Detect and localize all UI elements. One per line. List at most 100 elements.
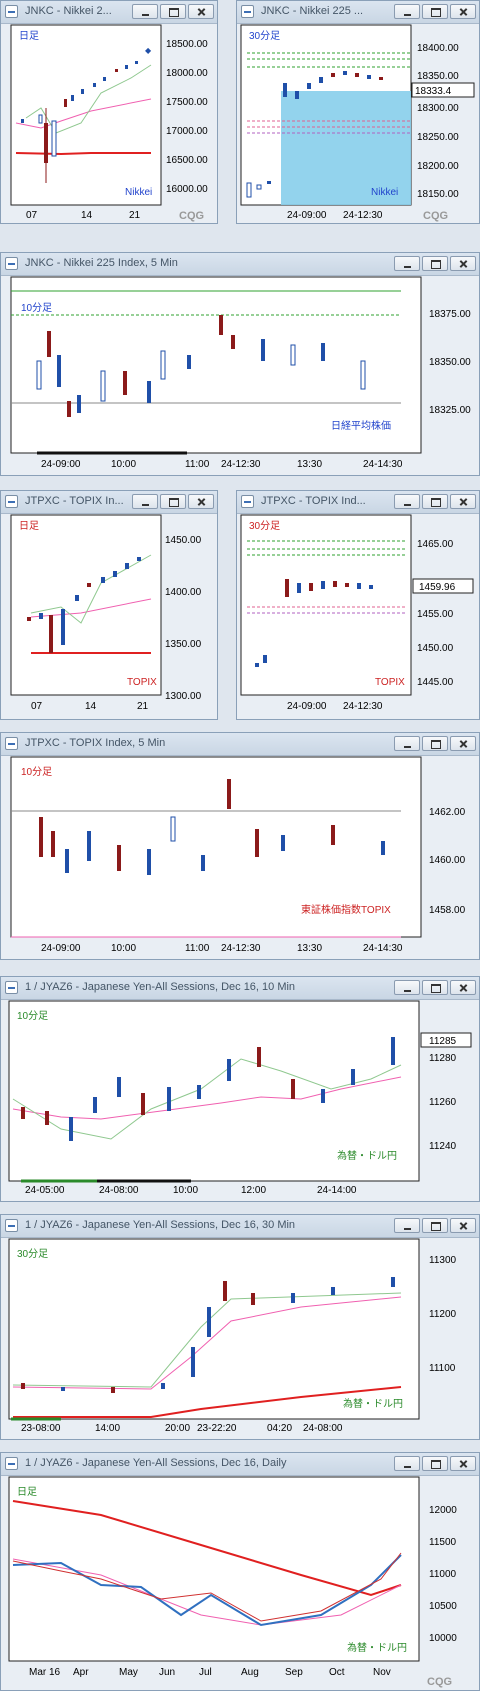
last-price: 18333.4 [415, 86, 452, 97]
title-bar[interactable]: 1 / JYAZ6 - Japanese Yen-All Sessions, D… [1, 977, 479, 1000]
time-tick: 10:00 [111, 459, 136, 470]
time-tick: 10:00 [173, 1185, 198, 1196]
chart-window-nikkei-10min[interactable]: JNKC - Nikkei 225 Index, 5 Min 10分足 日経平均… [0, 252, 480, 476]
maximize-button[interactable] [422, 736, 448, 751]
price-tick: 1465.00 [417, 539, 454, 550]
title-bar[interactable]: JTPXC - TOPIX Ind... [237, 491, 479, 514]
minimize-button[interactable] [394, 4, 420, 19]
chart-window-nikkei-30min[interactable]: JNKC - Nikkei 225 ... 30分足 Nikkei 1833 [236, 0, 480, 224]
minimize-button[interactable] [394, 1456, 420, 1471]
period-label: 30分足 [17, 1248, 48, 1260]
candle [71, 95, 74, 101]
period-label: 10分足 [17, 1010, 48, 1022]
time-tick: 13:30 [297, 459, 322, 470]
price-tick: 17000.00 [166, 126, 208, 137]
title-bar[interactable]: JNKC - Nikkei 2... [1, 1, 217, 24]
period-label: 日足 [19, 30, 39, 42]
period-label: 10分足 [21, 302, 52, 314]
close-button[interactable] [450, 1456, 476, 1471]
price-chart[interactable]: 30分足 Nikkei 18333.4 18400.00 18350.00 18… [237, 23, 479, 223]
candle [125, 65, 128, 69]
time-tick: 12:00 [241, 1185, 266, 1196]
close-button[interactable] [450, 494, 476, 509]
time-tick: Sep [285, 1667, 303, 1678]
maximize-button[interactable] [160, 4, 186, 19]
title-bar[interactable]: JTPXC - TOPIX Index, 5 Min [1, 733, 479, 756]
instrument-label: Nikkei [125, 187, 152, 198]
maximize-button[interactable] [422, 494, 448, 509]
minimize-button[interactable] [394, 736, 420, 751]
price-chart[interactable]: 日足 為替・ドル円 12000 11500 11000 10500 10000 … [1, 1475, 479, 1691]
maximize-button[interactable] [422, 1456, 448, 1471]
time-tick: 24-09:00 [287, 701, 327, 712]
svg-text:◆: ◆ [145, 46, 152, 55]
title-bar[interactable]: 1 / JYAZ6 - Japanese Yen-All Sessions, D… [1, 1453, 479, 1476]
title-bar[interactable]: JNKC - Nikkei 225 ... [237, 1, 479, 24]
period-label: 30分足 [249, 30, 280, 42]
price-tick: 1458.00 [429, 905, 466, 916]
minimize-button[interactable] [394, 494, 420, 509]
close-button[interactable] [188, 4, 214, 19]
period-label: 30分足 [249, 520, 280, 532]
time-tick: 04:20 [267, 1423, 292, 1434]
close-button[interactable] [188, 494, 214, 509]
price-chart[interactable]: 日足 TOPIX 1450.00 1400.00 1350.00 1300.00… [1, 513, 217, 719]
price-tick: 18300.00 [417, 103, 459, 114]
time-tick: 24-12:30 [221, 459, 261, 470]
window-title: 1 / JYAZ6 - Japanese Yen-All Sessions, D… [25, 981, 296, 993]
price-tick: 11000 [429, 1569, 457, 1580]
price-tick: 18500.00 [166, 39, 208, 50]
close-button[interactable] [450, 256, 476, 271]
time-tick: 14 [81, 210, 93, 221]
price-tick: 18250.00 [417, 132, 459, 143]
title-bar[interactable]: JNKC - Nikkei 225 Index, 5 Min [1, 253, 479, 276]
close-button[interactable] [450, 980, 476, 995]
maximize-button[interactable] [422, 256, 448, 271]
price-chart[interactable]: 30分足 為替・ドル円 11300 11200 11100 23-08:00 1… [1, 1237, 479, 1439]
price-tick: 16000.00 [166, 184, 208, 195]
candle [21, 119, 24, 123]
candle [81, 89, 84, 94]
chart-window-jpy-daily[interactable]: 1 / JYAZ6 - Japanese Yen-All Sessions, D… [0, 1452, 480, 1691]
chart-icon [5, 495, 18, 508]
chart-window-topix-daily[interactable]: JTPXC - TOPIX In... 日足 TOPIX 1450.00 140… [0, 490, 218, 720]
chart-window-topix-10min[interactable]: JTPXC - TOPIX Index, 5 Min 10分足 東証株価指数TO… [0, 732, 480, 960]
minimize-button[interactable] [132, 4, 158, 19]
maximize-button[interactable] [422, 4, 448, 19]
time-tick: 11:00 [185, 459, 210, 470]
minimize-button[interactable] [394, 1218, 420, 1233]
minimize-button[interactable] [394, 256, 420, 271]
price-chart[interactable]: 10分足 日経平均株価 18375.00 18350.00 18325.00 2… [1, 275, 479, 475]
price-tick: 11100 [429, 1363, 456, 1374]
price-chart[interactable]: 18500.00 18000.00 17500.00 17000.00 1650… [1, 23, 217, 223]
close-button[interactable] [450, 4, 476, 19]
chart-icon [241, 5, 254, 18]
price-chart[interactable]: 10分足 為替・ドル円 11285 11280 11260 11240 24-0… [1, 999, 479, 1201]
price-chart[interactable]: 10分足 東証株価指数TOPIX 1462.00 1460.00 1458.00… [1, 755, 479, 959]
chart-window-nikkei-daily[interactable]: JNKC - Nikkei 2... 18500.00 18000.00 175… [0, 0, 218, 224]
candle [64, 99, 67, 107]
time-tick: 10:00 [111, 943, 136, 954]
chart-window-jpy-10min[interactable]: 1 / JYAZ6 - Japanese Yen-All Sessions, D… [0, 976, 480, 1202]
price-chart[interactable]: 30分足 TOPIX 1459.96 1465.00 1455.00 1450.… [237, 513, 479, 719]
title-bar[interactable]: 1 / JYAZ6 - Japanese Yen-All Sessions, D… [1, 1215, 479, 1238]
chart-icon [5, 1457, 18, 1470]
time-tick: 24-12:30 [343, 210, 383, 221]
maximize-button[interactable] [160, 494, 186, 509]
close-button[interactable] [450, 1218, 476, 1233]
maximize-button[interactable] [422, 1218, 448, 1233]
minimize-button[interactable] [132, 494, 158, 509]
maximize-button[interactable] [422, 980, 448, 995]
time-tick: 23-22:20 [197, 1423, 237, 1434]
minimize-button[interactable] [394, 980, 420, 995]
close-button[interactable] [450, 736, 476, 751]
time-tick: 24-14:00 [317, 1185, 357, 1196]
chart-window-topix-30min[interactable]: JTPXC - TOPIX Ind... 30分足 TOPIX 1459.96 … [236, 490, 480, 720]
chart-window-jpy-30min[interactable]: 1 / JYAZ6 - Japanese Yen-All Sessions, D… [0, 1214, 480, 1440]
instrument-label: TOPIX [375, 677, 405, 688]
title-bar[interactable]: JTPXC - TOPIX In... [1, 491, 217, 514]
chart-icon [5, 5, 18, 18]
time-tick: 24-14:30 [363, 943, 403, 954]
window-title: 1 / JYAZ6 - Japanese Yen-All Sessions, D… [25, 1219, 296, 1231]
price-tick: 11280 [429, 1053, 457, 1064]
